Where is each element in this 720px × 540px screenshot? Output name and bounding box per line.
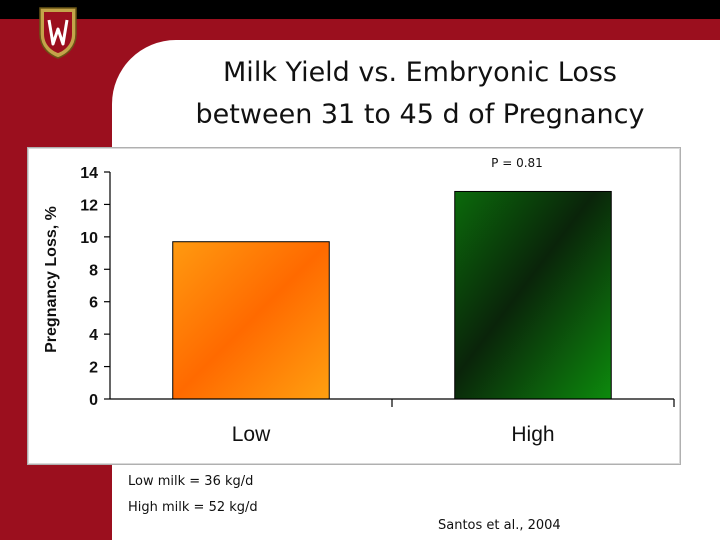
x-category-label: Low <box>232 423 271 446</box>
y-tick-label: 12 <box>80 197 98 214</box>
bar-high <box>454 190 612 400</box>
y-tick-label: 14 <box>80 165 98 182</box>
title-line: Milk Yield vs. Embryonic Loss <box>223 57 617 88</box>
note-high-milk: High milk = 52 kg/d <box>128 500 258 515</box>
title-line: between 31 to 45 d of Pregnancy <box>195 99 645 130</box>
chart-frame: 0 2 4 6 8 10 12 14 Low High Pregnancy Loss, % P … <box>27 147 681 465</box>
university-crest-logo <box>39 7 77 59</box>
bar-chart: 0 2 4 6 8 10 12 14 Low High Pregnancy Loss, % P … <box>43 156 675 446</box>
y-tick-label: 8 <box>89 262 98 279</box>
top-bar <box>0 0 720 19</box>
note-low-milk: Low milk = 36 kg/d <box>128 474 254 489</box>
citation: Santos et al., 2004 <box>438 518 561 533</box>
y-tick-label: 10 <box>80 230 98 247</box>
x-category-label: High <box>511 423 554 446</box>
slide-title: Milk Yield vs. Embryonic Loss between 31… <box>140 52 700 136</box>
p-value-annotation: P = 0.81 <box>491 156 543 170</box>
y-axis-title: Pregnancy Loss, % <box>43 206 60 353</box>
bar-low <box>172 241 330 400</box>
y-tick-label: 4 <box>89 327 98 344</box>
y-tick-label: 6 <box>89 295 98 312</box>
y-tick-label: 2 <box>89 360 98 377</box>
y-tick-label: 0 <box>89 392 98 409</box>
